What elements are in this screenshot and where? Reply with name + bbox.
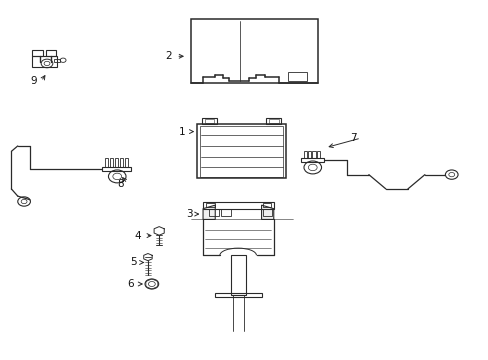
Polygon shape — [261, 205, 273, 220]
Bar — [124, 158, 128, 167]
Text: 3: 3 — [186, 209, 193, 219]
Bar — [32, 50, 43, 56]
Bar — [105, 158, 108, 167]
Bar — [200, 126, 283, 177]
Bar — [262, 203, 271, 207]
Bar — [45, 50, 56, 56]
Text: 9: 9 — [30, 76, 37, 86]
Text: 5: 5 — [130, 257, 136, 267]
Bar — [32, 56, 57, 67]
Bar — [206, 203, 215, 207]
Bar — [115, 158, 118, 167]
Bar — [209, 210, 219, 216]
Bar — [312, 151, 315, 158]
Bar — [230, 255, 246, 295]
Bar — [303, 151, 306, 158]
Polygon shape — [203, 205, 215, 220]
Text: 4: 4 — [135, 231, 141, 240]
Text: 2: 2 — [165, 51, 172, 61]
Bar — [203, 202, 273, 209]
Bar — [54, 59, 60, 62]
Bar — [288, 72, 306, 81]
Text: 1: 1 — [179, 127, 185, 136]
Text: 8: 8 — [117, 179, 123, 189]
Bar — [301, 158, 324, 162]
Bar — [102, 167, 131, 171]
Bar — [190, 19, 317, 83]
Bar — [268, 120, 278, 123]
Bar — [266, 118, 281, 125]
Bar — [262, 210, 272, 216]
Bar — [215, 293, 262, 297]
Bar — [110, 158, 113, 167]
Bar — [202, 118, 216, 125]
Bar — [120, 158, 123, 167]
Bar — [221, 210, 230, 216]
Bar — [204, 120, 214, 123]
Bar — [316, 151, 320, 158]
Text: 6: 6 — [127, 279, 134, 289]
Text: 7: 7 — [350, 133, 356, 143]
Bar — [307, 151, 311, 158]
Bar — [197, 125, 285, 178]
